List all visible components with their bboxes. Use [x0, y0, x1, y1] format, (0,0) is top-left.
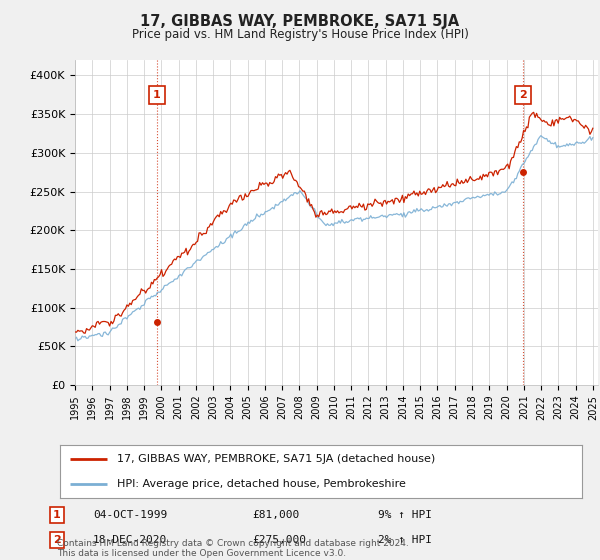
Point	[152, 318, 162, 327]
Text: 17, GIBBAS WAY, PEMBROKE, SA71 5JA (detached house): 17, GIBBAS WAY, PEMBROKE, SA71 5JA (deta…	[118, 454, 436, 464]
Text: 1: 1	[53, 510, 61, 520]
Text: 2: 2	[53, 535, 61, 545]
Text: £275,000: £275,000	[252, 535, 306, 545]
Text: Contains HM Land Registry data © Crown copyright and database right 2024.
This d: Contains HM Land Registry data © Crown c…	[57, 539, 409, 558]
Text: Price paid vs. HM Land Registry's House Price Index (HPI): Price paid vs. HM Land Registry's House …	[131, 28, 469, 41]
Text: 18-DEC-2020: 18-DEC-2020	[93, 535, 167, 545]
Text: 17, GIBBAS WAY, PEMBROKE, SA71 5JA: 17, GIBBAS WAY, PEMBROKE, SA71 5JA	[140, 14, 460, 29]
Text: 1: 1	[153, 90, 161, 100]
Point	[518, 168, 528, 177]
Text: £81,000: £81,000	[252, 510, 299, 520]
Text: 9% ↑ HPI: 9% ↑ HPI	[378, 510, 432, 520]
Text: 2% ↑ HPI: 2% ↑ HPI	[378, 535, 432, 545]
Text: HPI: Average price, detached house, Pembrokeshire: HPI: Average price, detached house, Pemb…	[118, 479, 406, 489]
Text: 04-OCT-1999: 04-OCT-1999	[93, 510, 167, 520]
Text: 2: 2	[519, 90, 527, 100]
